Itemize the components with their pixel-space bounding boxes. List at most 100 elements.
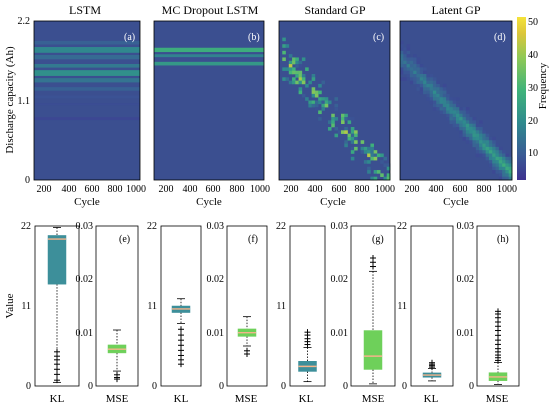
heat-cell [426, 90, 430, 95]
heat-cell [508, 166, 513, 171]
heat-cell [485, 143, 490, 148]
heat-cell [282, 37, 286, 42]
heat-cell [298, 74, 303, 78]
h-kl-tick-11: 11 [397, 301, 407, 312]
heat-cell [400, 54, 404, 58]
heat-cell [334, 133, 339, 138]
heat-band [34, 40, 140, 45]
heat-cell [311, 87, 316, 91]
heat-cell [508, 163, 513, 168]
heat-cell [308, 80, 312, 85]
heat-cell [403, 54, 407, 58]
heat-cell [432, 97, 437, 101]
heat-cell [295, 64, 299, 68]
heat-cell [459, 110, 463, 115]
heat-cell [436, 100, 440, 105]
heat-cell [403, 64, 407, 68]
heat-cell [469, 123, 473, 128]
heat-cell [370, 150, 374, 154]
heat-cell [295, 80, 299, 85]
heat-cell [502, 160, 506, 164]
heat-cell [363, 160, 368, 164]
heat-cell [429, 80, 434, 85]
heat-cell [485, 133, 490, 138]
heat-cell [409, 80, 414, 85]
heat-cell [495, 166, 500, 171]
heat-cell [459, 123, 463, 128]
heat-cell [446, 113, 450, 118]
panel-a-ytick-1.1: 1.1 [18, 96, 31, 107]
heat-cell [432, 107, 437, 111]
heat-cell [488, 160, 493, 164]
heat-cell [344, 117, 348, 121]
heat-cell [495, 156, 500, 161]
panel-a-title: LSTM [69, 3, 101, 17]
colorbar-gradient [517, 17, 526, 180]
heat-cell [403, 47, 407, 52]
heat-cell [472, 140, 477, 144]
panel-b-xtick-1000: 1000 [250, 184, 270, 195]
heat-cell [419, 80, 424, 85]
box-axes-frame [476, 225, 520, 387]
heat-cell [475, 143, 480, 148]
heat-cell [301, 77, 306, 81]
heat-cell [446, 117, 450, 121]
heat-cell [508, 156, 513, 161]
heat-cell [403, 67, 407, 71]
panel-b-xticks: 200 400 600 800 1000 [159, 184, 271, 195]
heat-cell [295, 74, 299, 78]
heat-cell [456, 107, 460, 111]
heat-cell [341, 120, 345, 124]
f-kl-tick-0: 0 [152, 381, 157, 392]
heat-cell [436, 107, 440, 111]
panel-f-letter: (f) [248, 234, 258, 245]
boxplot-xlabels: KL MSE KL MSE KL MSE KL MSE [50, 393, 509, 405]
heat-cell [373, 150, 378, 154]
panel-b-xtick-600: 600 [206, 184, 221, 195]
heat-cell [479, 123, 483, 128]
heat-band [34, 87, 140, 91]
heat-cell [452, 97, 457, 101]
heat-cell [429, 90, 434, 95]
heat-cell [439, 103, 444, 108]
heat-cell [482, 140, 486, 144]
heat-cell [479, 120, 483, 124]
heat-cell [492, 136, 496, 141]
heat-cell [502, 163, 506, 168]
heat-cell [492, 160, 496, 164]
heat-cell [505, 170, 510, 174]
heat-cell [341, 117, 345, 121]
heat-cell [485, 146, 490, 151]
heat-cell [318, 90, 322, 95]
panel-c-letter: (c) [373, 32, 384, 43]
heat-cell [354, 130, 358, 134]
panel-d-letter: (d) [494, 32, 506, 43]
heat-cell [419, 83, 424, 88]
f-mse-label: MSE [235, 393, 258, 405]
panel-d-title: Latent GP [432, 3, 481, 17]
heat-cell [350, 140, 355, 144]
heat-cell [416, 60, 421, 65]
heat-cell [383, 176, 388, 181]
panel-e-letter: (e) [119, 234, 130, 245]
panel-b-title: MC Dropout LSTM [162, 3, 259, 17]
f-mse-tick-0.03: 0.03 [207, 221, 225, 232]
e-kl-tick-0: 0 [26, 381, 31, 392]
heat-cell [482, 136, 486, 141]
f-mse-tick-0.02: 0.02 [207, 274, 225, 285]
heat-cell [288, 80, 293, 85]
heat-cell [462, 133, 467, 138]
heat-cell [321, 97, 326, 101]
heat-cell [416, 87, 421, 91]
heat-cell [426, 93, 430, 98]
heat-cell [442, 97, 447, 101]
heat-cell [423, 80, 427, 85]
heat-cell [423, 90, 427, 95]
heat-cell [324, 103, 329, 108]
e-kl-label: KL [50, 393, 65, 405]
heat-cell [400, 44, 404, 48]
heat-cell [449, 103, 454, 108]
heat-cell [475, 140, 480, 144]
panel-c-xticks: 200 400 600 800 1000 [284, 184, 396, 195]
